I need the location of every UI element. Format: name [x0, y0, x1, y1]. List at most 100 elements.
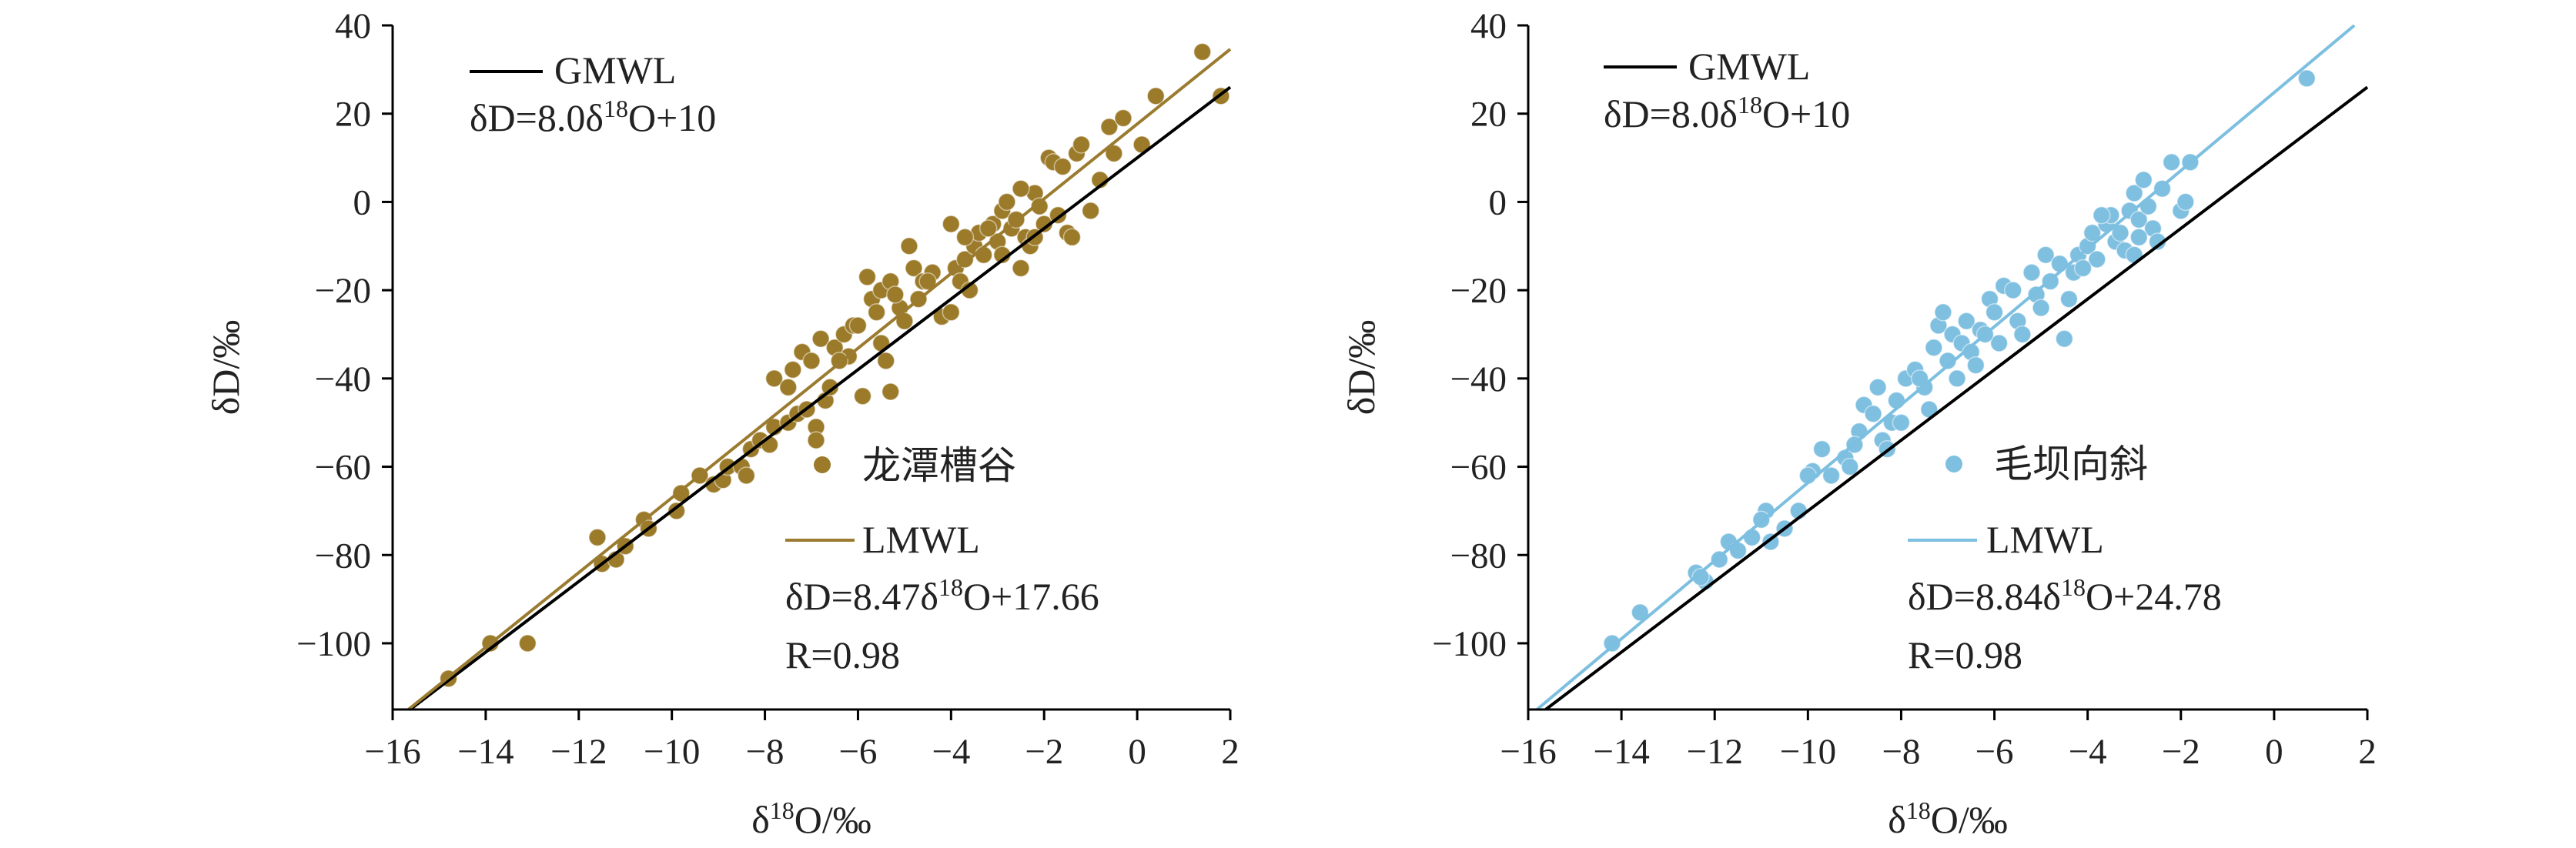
- chart-panel-longtan: −16 −14 −12 −10 −8 −6 −4 −2 0 2 −100−80−60−40−200…: [204, 6, 1239, 841]
- y-tick-label: −80: [1450, 536, 1507, 576]
- lmwl-legend-label: LMWL: [1986, 518, 2104, 561]
- data-point: [2134, 170, 2153, 189]
- x-tick-label: 2: [2358, 732, 2377, 772]
- data-point: [760, 436, 779, 454]
- data-point: [886, 285, 905, 304]
- data-point: [2004, 281, 2022, 299]
- data-point: [858, 268, 877, 286]
- data-point: [1072, 135, 1091, 154]
- data-point: [2162, 153, 2181, 172]
- data-point: [764, 369, 784, 388]
- data-point: [2032, 299, 2050, 317]
- legend-points: 毛坝向斜: [1945, 442, 2148, 486]
- data-point: [2093, 205, 2111, 225]
- lmwl-equation: δD=8.47δ18O+17.66: [785, 573, 1099, 618]
- data-point: [811, 329, 830, 348]
- points-legend-label: 毛坝向斜: [1994, 442, 2148, 486]
- legend-lmwl: LMWL δD=8.84δ18O+24.78 R=0.98: [1908, 518, 2222, 676]
- data-point: [1868, 378, 1887, 397]
- points-legend-marker: [814, 456, 831, 473]
- data-point: [779, 378, 798, 397]
- data-point: [955, 250, 975, 269]
- data-point: [807, 431, 825, 449]
- data-point: [876, 352, 895, 370]
- lmwl-equation: δD=8.84δ18O+24.78: [1908, 573, 2222, 618]
- x-tick-label: −16: [1500, 732, 1557, 772]
- y-tick-label: −80: [314, 536, 371, 576]
- y-tick-label: −60: [1450, 448, 1507, 488]
- x-tick-labels: −16 −14 −12 −10 −8 −6 −4 −2 0 2: [364, 732, 1239, 772]
- data-point: [882, 382, 900, 401]
- data-point: [2022, 263, 2041, 282]
- data-point: [942, 215, 961, 233]
- regression-lines: [407, 48, 1232, 711]
- data-point: [2083, 223, 2102, 242]
- data-point: [2013, 325, 2032, 344]
- chart-panel-maoba: −16 −14 −12 −10 −8 −6 −4 −2 0 2 −100−80−60−40−200…: [1340, 6, 2377, 841]
- x-tick-label: −2: [1025, 732, 1063, 772]
- y-tick-label: −20: [1450, 271, 1507, 311]
- y-tick-label: 0: [1489, 182, 1507, 222]
- data-point: [942, 303, 961, 322]
- data-point: [1631, 603, 1650, 622]
- x-axis-title: δ18O/‰: [1888, 796, 2008, 841]
- data-point: [2111, 223, 2129, 242]
- data-point: [1081, 202, 1100, 220]
- data-point: [1812, 439, 1832, 459]
- data-point: [1193, 42, 1212, 62]
- axes: [1517, 24, 2369, 720]
- data-point: [1822, 466, 1841, 485]
- y-tick-labels: −100 −80 −60 −40 −20 0 20 40: [1432, 6, 1507, 664]
- data-point: [2139, 197, 2158, 215]
- data-point: [848, 316, 868, 335]
- lmwl-r-value: R=0.98: [1908, 633, 2022, 676]
- data-point: [667, 502, 686, 520]
- data-point: [1966, 356, 1986, 375]
- data-point: [1114, 109, 1132, 128]
- lmwl-line: [1536, 24, 2356, 711]
- data-point: [1035, 215, 1053, 233]
- data-point: [1925, 338, 1943, 357]
- data-point: [905, 259, 923, 278]
- x-tick-label: −8: [1882, 732, 1920, 772]
- x-tick-label: −2: [2162, 732, 2200, 772]
- data-point: [518, 634, 537, 653]
- data-point: [2129, 228, 2149, 247]
- data-point: [1012, 259, 1030, 278]
- data-point: [1892, 413, 1911, 432]
- points-legend-label: 龙潭槽谷: [862, 444, 1016, 487]
- data-point: [2125, 184, 2143, 202]
- data-point: [784, 360, 802, 379]
- x-tick-label: −14: [457, 732, 514, 772]
- data-point: [1030, 197, 1049, 215]
- x-tick-label: −10: [644, 732, 701, 772]
- data-point: [2148, 232, 2167, 251]
- data-point: [1939, 352, 1957, 370]
- data-point: [2297, 69, 2317, 88]
- x-tick-label: 2: [1221, 732, 1239, 772]
- gmwl-legend-label: GMWL: [554, 48, 676, 92]
- y-tick-label: −40: [1450, 359, 1507, 399]
- x-tick-label: −8: [746, 732, 785, 772]
- data-point: [672, 484, 691, 502]
- data-point: [1910, 369, 1929, 388]
- y-tick-label: 40: [335, 6, 371, 46]
- data-point: [1887, 391, 1906, 410]
- y-tick-label: 0: [353, 182, 372, 222]
- data-point: [1062, 228, 1082, 247]
- data-point: [853, 387, 872, 406]
- data-point: [1146, 87, 1166, 105]
- data-point: [2055, 329, 2074, 348]
- legend-lmwl: LMWL δD=8.47δ18O+17.66 R=0.98: [785, 518, 1099, 676]
- axes: [382, 24, 1232, 720]
- data-point: [1053, 157, 1072, 176]
- legend-gmwl: GMWL δD=8.0δ18O+10: [1604, 45, 1850, 135]
- x-tick-label: −6: [838, 732, 877, 772]
- x-tick-label: −12: [1686, 732, 1743, 772]
- lmwl-legend-label: LMWL: [862, 518, 980, 561]
- y-tick-label: 20: [335, 95, 371, 135]
- data-point: [2176, 192, 2195, 212]
- data-point: [1105, 144, 1123, 163]
- y-tick-label: −20: [314, 271, 371, 311]
- y-axis-title: δD/‰: [204, 320, 247, 416]
